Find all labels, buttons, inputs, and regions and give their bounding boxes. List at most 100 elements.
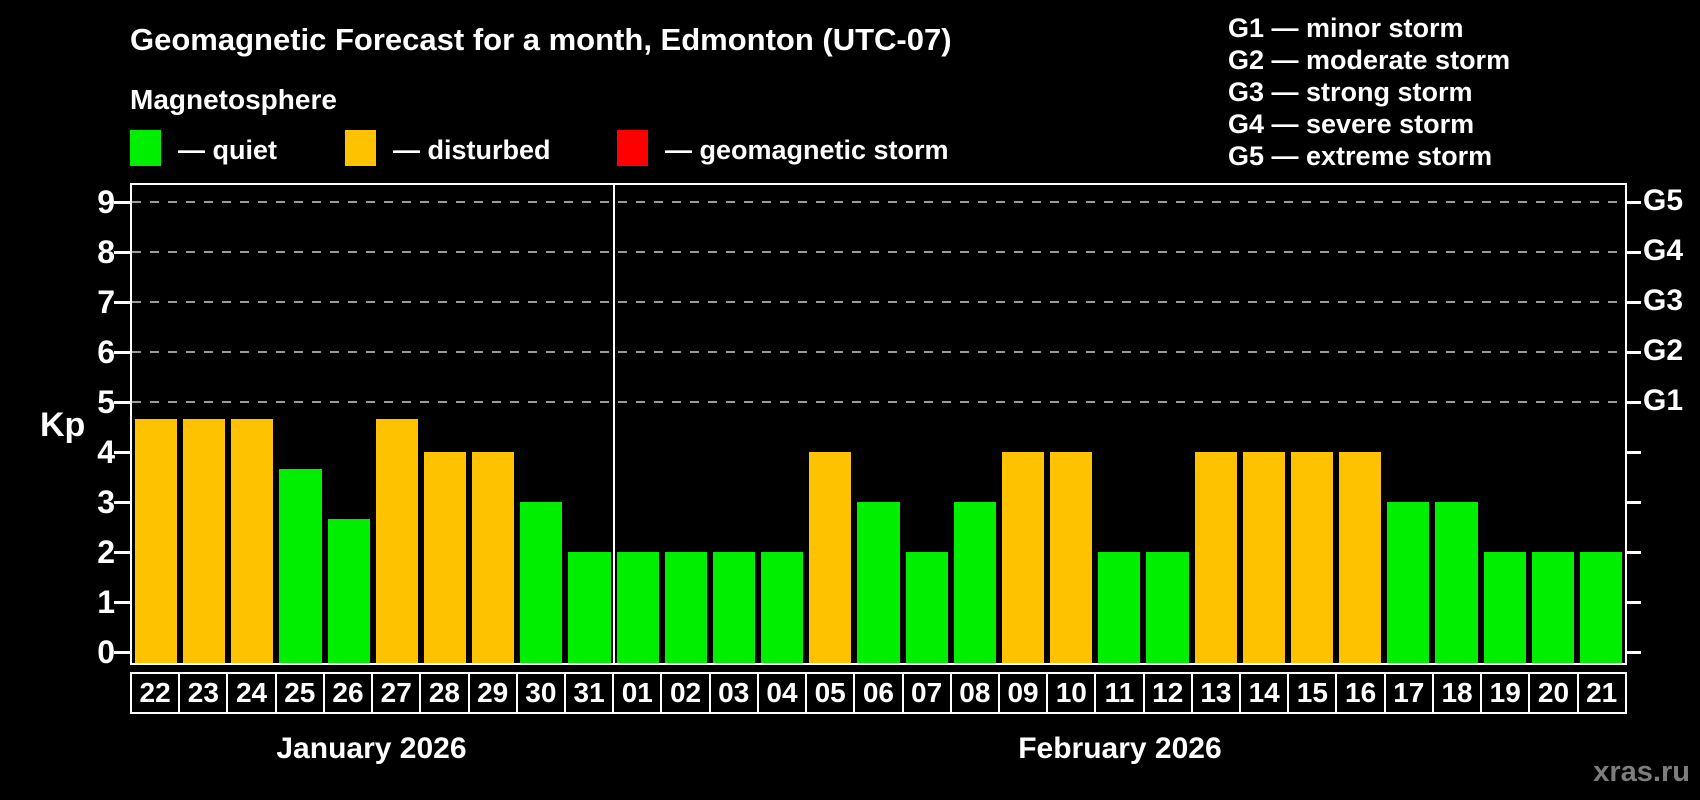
bar-day-22 xyxy=(135,418,178,663)
disturbed-swatch xyxy=(345,130,376,166)
bar-day-06 xyxy=(857,502,900,663)
y-tick-right-8 xyxy=(1625,251,1641,254)
y-tick-left-5 xyxy=(114,401,130,404)
y-tick-label-5: 5 xyxy=(97,384,115,420)
month-label-february: February 2026 xyxy=(1018,732,1222,765)
y-tick-left-0 xyxy=(114,651,130,654)
bar-day-30 xyxy=(520,502,563,663)
plot-area: Kp G1 G2 G3 G4 G5 0 1 2 3 4 5 6 7 8 9 xyxy=(40,183,1683,670)
gscale-legend-line-g3: G3 — strong storm xyxy=(1228,77,1473,107)
day-label-16: 16 xyxy=(1337,674,1386,712)
y-tick-left-8 xyxy=(114,251,130,254)
chart-subtitle: Magnetosphere xyxy=(130,84,337,115)
day-label-23: 23 xyxy=(180,674,229,712)
disturbed-legend-label: — disturbed xyxy=(393,135,551,165)
g-scale-label-g2: G2 xyxy=(1643,334,1684,367)
y-tick-left-7 xyxy=(114,301,130,304)
day-label-06: 06 xyxy=(855,674,904,712)
watermark: xras.ru xyxy=(1593,756,1690,788)
day-label-10: 10 xyxy=(1048,674,1097,712)
month-label-row: January 2026 February 2026 xyxy=(130,732,1627,772)
bar-day-26 xyxy=(327,518,370,663)
y-tick-right-6 xyxy=(1625,351,1641,354)
bar-day-23 xyxy=(183,418,226,663)
bar-day-04 xyxy=(761,552,804,663)
day-label-03: 03 xyxy=(711,674,759,712)
day-label-30: 30 xyxy=(518,674,566,712)
g-scale-label-g5: G5 xyxy=(1643,184,1684,217)
day-label-14: 14 xyxy=(1241,674,1290,712)
g-scale-label-g3: G3 xyxy=(1643,284,1684,317)
g-scale-label-g1: G1 xyxy=(1643,384,1684,417)
bar-day-18 xyxy=(1435,502,1478,663)
gridline-kp8 xyxy=(132,251,1625,253)
y-tick-label-0: 0 xyxy=(97,634,115,670)
day-label-04: 04 xyxy=(759,674,808,712)
bar-day-16 xyxy=(1339,452,1382,663)
y-tick-right-2 xyxy=(1625,551,1641,554)
y-tick-label-4: 4 xyxy=(97,434,115,470)
y-tick-left-6 xyxy=(114,351,130,354)
day-label-25: 25 xyxy=(277,674,325,712)
y-tick-label-7: 7 xyxy=(97,284,115,320)
day-label-29: 29 xyxy=(470,674,518,712)
day-label-08: 08 xyxy=(952,674,1000,712)
bar-day-07 xyxy=(905,552,948,663)
bar-day-10 xyxy=(1050,452,1093,663)
day-label-11: 11 xyxy=(1096,674,1145,712)
month-divider-line xyxy=(612,185,615,663)
bar-day-14 xyxy=(1242,452,1285,663)
day-label-21: 21 xyxy=(1586,677,1618,708)
day-label-01: 01 xyxy=(614,674,663,712)
bar-day-27 xyxy=(375,418,418,663)
bar-day-12 xyxy=(1146,552,1189,663)
y-tick-right-9 xyxy=(1625,201,1641,204)
bar-day-19 xyxy=(1483,552,1526,663)
gscale-legend-line-g2: G2 — moderate storm xyxy=(1228,45,1511,75)
gridline-kp7 xyxy=(132,301,1625,303)
bar-day-13 xyxy=(1194,452,1237,663)
y-tick-left-2 xyxy=(114,551,130,554)
day-label-26: 26 xyxy=(325,674,374,712)
bar-day-15 xyxy=(1290,452,1334,663)
y-tick-left-1 xyxy=(114,601,130,604)
gscale-legend-line-g5: G5 — extreme storm xyxy=(1228,141,1493,171)
y-tick-right-4 xyxy=(1625,451,1641,454)
day-label-row: 22 23 24 25 26 27 28 29 30 31 01 02 03 04 05 06 07 08 09 10… xyxy=(130,672,1627,714)
y-tick-label-6: 6 xyxy=(97,334,115,370)
y-tick-left-3 xyxy=(114,501,130,504)
y-tick-left-9 xyxy=(114,201,130,204)
day-label-20: 20 xyxy=(1530,674,1579,712)
y-tick-label-9: 9 xyxy=(97,184,115,220)
day-label-31: 31 xyxy=(566,674,615,712)
month-label-january: January 2026 xyxy=(276,732,467,765)
bar-day-02 xyxy=(664,552,707,663)
bar-day-25 xyxy=(279,468,322,663)
y-tick-label-8: 8 xyxy=(97,234,115,270)
day-label-18: 18 xyxy=(1434,674,1483,712)
gscale-legend-line-g1: G1 — minor storm xyxy=(1228,13,1464,43)
bar-day-03 xyxy=(712,552,756,663)
chart-title: Geomagnetic Forecast for a month, Edmont… xyxy=(130,22,952,57)
bar-day-01 xyxy=(616,552,659,663)
day-label-09: 09 xyxy=(1000,674,1049,712)
bar-day-28 xyxy=(423,452,467,663)
day-label-19: 19 xyxy=(1482,674,1531,712)
g-scale-label-g4: G4 xyxy=(1643,234,1684,267)
y-axis-title: Kp xyxy=(40,406,86,444)
bar-day-31 xyxy=(568,552,611,663)
y-tick-label-1: 1 xyxy=(97,584,115,620)
bar-day-24 xyxy=(231,418,274,663)
quiet-swatch xyxy=(130,130,161,166)
day-label-15: 15 xyxy=(1289,674,1338,712)
y-tick-label-2: 2 xyxy=(97,534,115,570)
bar-day-29 xyxy=(472,452,515,663)
day-label-22: 22 xyxy=(132,674,181,712)
bar-day-17 xyxy=(1387,502,1430,663)
day-label-17: 17 xyxy=(1386,674,1434,712)
bar-day-20 xyxy=(1531,552,1574,663)
storm-legend-label: — geomagnetic storm xyxy=(665,135,949,165)
y-tick-right-7 xyxy=(1625,301,1641,304)
day-label-28: 28 xyxy=(421,674,470,712)
